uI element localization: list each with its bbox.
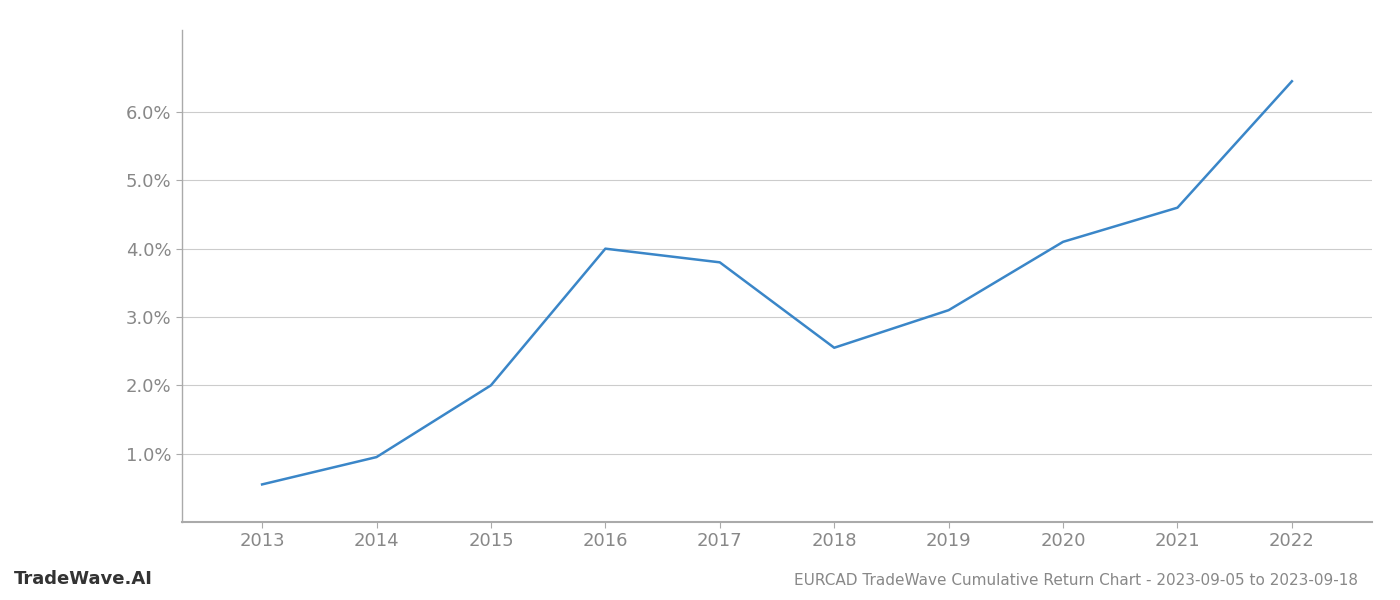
Text: EURCAD TradeWave Cumulative Return Chart - 2023-09-05 to 2023-09-18: EURCAD TradeWave Cumulative Return Chart… bbox=[794, 573, 1358, 588]
Text: TradeWave.AI: TradeWave.AI bbox=[14, 570, 153, 588]
